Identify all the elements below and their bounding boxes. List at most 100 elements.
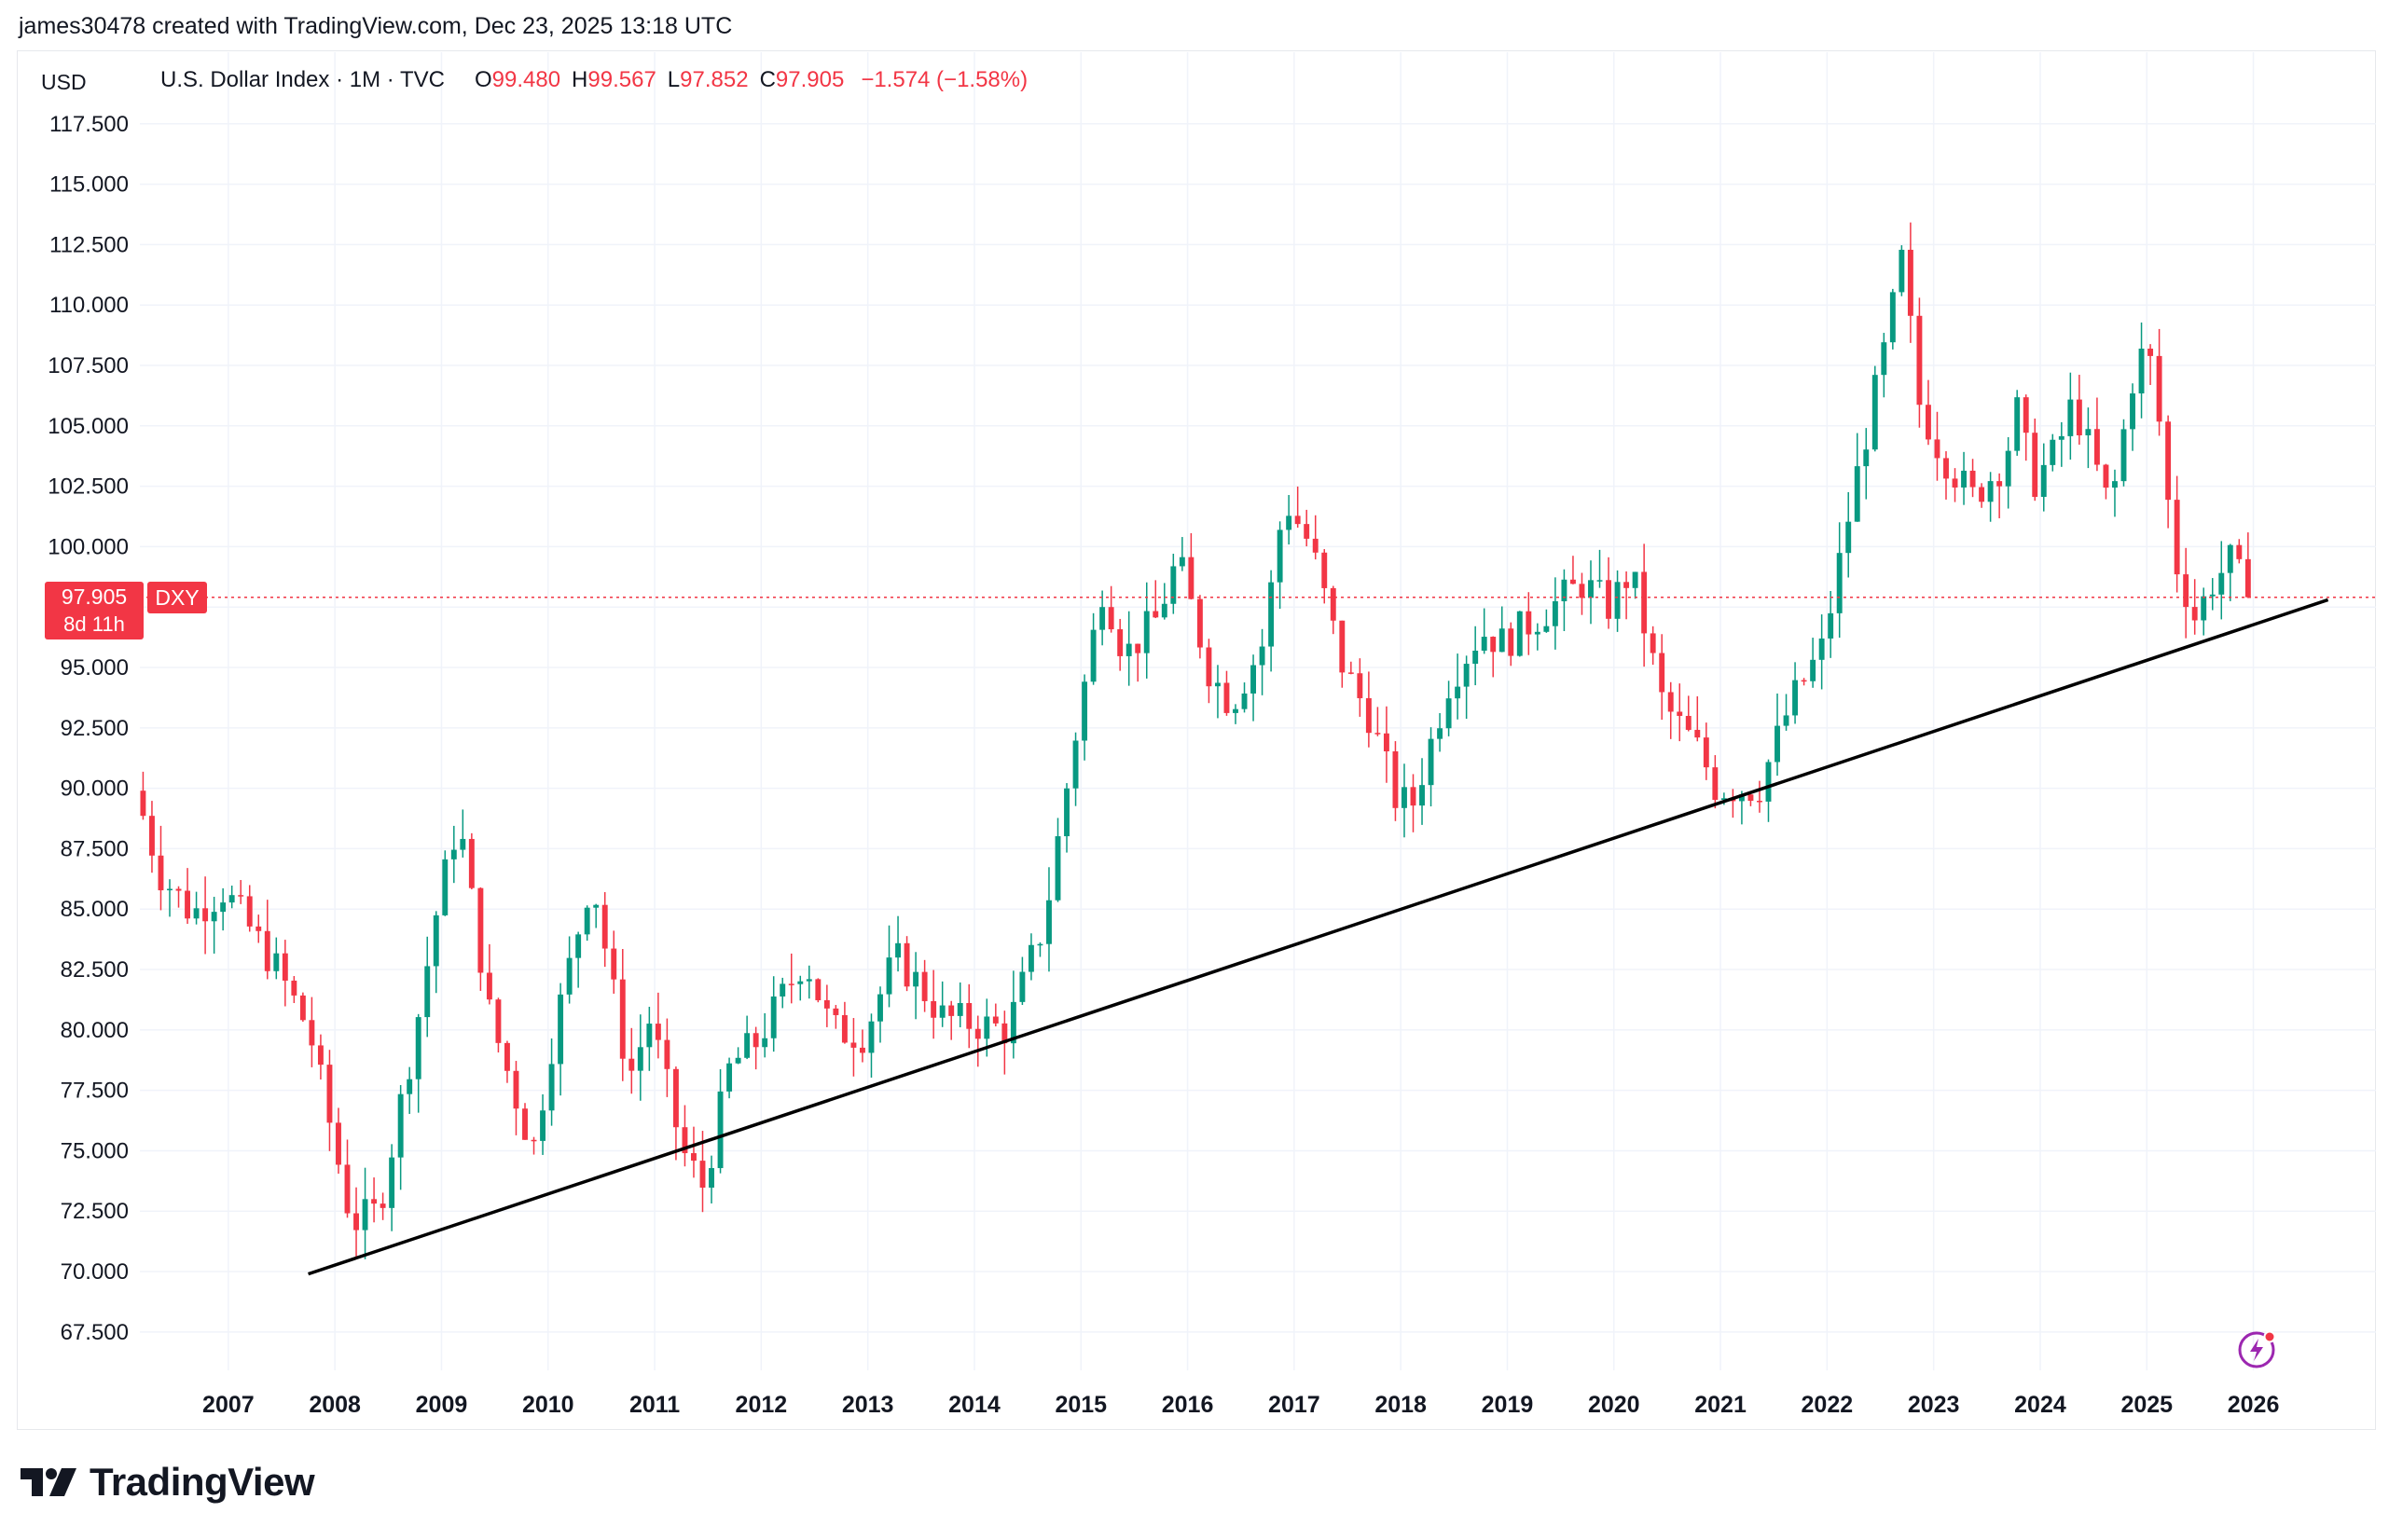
candle-body [1357,673,1363,698]
candle-body [1170,566,1177,604]
y-tick-label: 112.500 [49,232,129,257]
candle-body [833,1008,839,1015]
candle-body [1552,600,1558,626]
candle-body [185,890,191,919]
candle-body [1472,650,1479,665]
candle-body [770,996,777,1038]
candle-body [1286,516,1292,530]
candle-body [1659,653,1665,693]
candle-body [228,895,235,903]
candle-body [1969,470,1976,488]
candle-body [699,1161,706,1189]
candle-body [815,979,822,1000]
candle-body [1082,681,1088,741]
y-tick-label: 70.000 [61,1259,129,1285]
candle-body [1757,801,1762,803]
x-tick-label: 2018 [1374,1392,1427,1418]
candle-body [1383,733,1389,751]
bar-countdown: 8d 11h [63,612,125,636]
candle-body [211,912,217,922]
brand-name: TradingView [90,1460,315,1504]
candle-body [1463,664,1470,687]
x-tick-label: 2023 [1908,1392,1960,1418]
candle-body [1818,638,1825,660]
candle-body [202,908,209,922]
y-tick-label: 117.500 [49,112,129,137]
x-axis: 2007 2008 2009 2010 2011 2012 2013 2014 2015 2016… [202,1392,2279,1418]
candle-body [1019,971,1026,1002]
candle-body [1339,620,1346,673]
candle-body [1677,711,1683,716]
candle-body [1845,521,1852,554]
y-tick-label: 115.000 [49,172,129,198]
candle-body [2227,544,2233,573]
candle-body [1010,1001,1016,1044]
candle-body [1188,557,1194,599]
chart-frame[interactable] [17,50,2376,1430]
legend-low-value: 97.852 [680,67,749,92]
y-tick-label: 72.500 [61,1199,129,1224]
candle-body [1596,580,1603,582]
candle-body [691,1153,697,1162]
candle-body [957,1003,963,1016]
candle-body [140,791,146,817]
candle-body [780,983,786,997]
candle-body [637,1047,643,1071]
candle-body [1650,633,1656,653]
candle-body [1046,900,1052,944]
x-tick-label: 2013 [842,1392,894,1418]
candle-body [682,1127,688,1154]
candle-body [2130,393,2135,430]
candle-body [1125,643,1132,656]
candle-body [1828,612,1834,639]
candle-body [1747,794,1754,802]
currency-selector-button[interactable]: USD [24,62,134,103]
candle-body [1321,552,1328,588]
candle-body [1943,458,1949,479]
candle-body [850,1042,857,1048]
y-tick-label: 105.000 [48,414,129,439]
tradingview-logo-icon [21,1464,78,1500]
candle-body [1099,607,1106,630]
chart-caption: james30478 created with TradingView.com,… [19,13,733,39]
candle-body [1579,584,1585,598]
candle-body [397,1093,404,1158]
x-tick-label: 2008 [309,1392,361,1418]
candle-body [1854,466,1860,522]
candle-body [709,1168,714,1189]
x-tick-label: 2014 [948,1392,1001,1418]
candle-body [317,1045,324,1066]
candle-body [841,1014,848,1043]
candle-body [806,979,812,982]
candle-body [255,926,262,931]
candle-body [389,1157,395,1208]
candle-body [575,934,582,958]
legend-change: −1.574 (−1.58%) [861,67,1029,92]
candle-body [1801,680,1807,682]
x-tick-label: 2012 [736,1392,788,1418]
candle-body [1632,571,1638,588]
candle-body [1979,487,1985,502]
lightning-icon[interactable] [2236,1327,2279,1370]
candle-body [984,1016,990,1039]
tradingview-brand[interactable]: TradingView [21,1460,315,1505]
candle-body [246,896,253,927]
x-tick-label: 2020 [1588,1392,1640,1418]
candle-body [1961,470,1967,488]
symbol-legend[interactable]: U.S. Dollar Index · 1M · TVC O 99.480 H … [160,67,1028,93]
candle-body [1899,249,1905,293]
last-price-tag: 97.905 8d 11h [45,582,144,639]
candle-body [2032,433,2038,498]
candle-body [1498,628,1505,653]
candle-body [2218,572,2225,595]
candle-body [584,907,590,935]
grid-lines [140,52,2376,1370]
candle-body [1392,750,1399,808]
candle-body [1419,785,1425,806]
candle-body [1090,629,1097,682]
x-tick-label: 2009 [416,1392,468,1418]
candle-body [460,838,466,850]
candle-body [1863,449,1870,467]
y-tick-label: 102.500 [48,474,129,500]
